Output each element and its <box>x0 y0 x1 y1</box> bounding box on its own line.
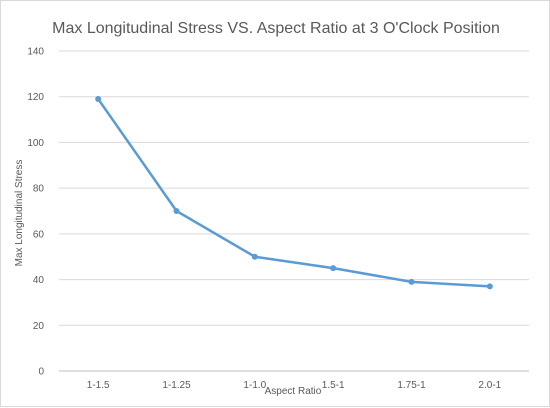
y-tick-label: 120 <box>27 92 44 103</box>
y-tick-label: 20 <box>33 321 45 332</box>
data-point <box>173 208 180 214</box>
x-tick-label: 1-1.0 <box>243 380 266 391</box>
x-tick-label: 1.75-1 <box>397 380 426 391</box>
y-axis-ticks: 0 20 40 60 80 100 120 140 <box>27 47 44 378</box>
chart-title: Max Longitudinal Stress VS. Aspect Ratio… <box>52 20 500 37</box>
x-tick-label: 2.0-1 <box>478 380 501 391</box>
y-tick-label: 40 <box>33 275 45 286</box>
data-point <box>330 265 337 272</box>
y-axis-title: Max Longitudinal Stress <box>14 160 25 267</box>
series-layer <box>95 96 493 290</box>
gridlines <box>59 50 529 372</box>
y-tick-label: 140 <box>27 47 44 58</box>
x-tick-label: 1-1.5 <box>87 380 110 391</box>
y-tick-label: 0 <box>38 367 44 378</box>
y-tick-label: 60 <box>33 229 45 240</box>
y-tick-label: 100 <box>27 138 44 149</box>
data-point <box>251 253 258 260</box>
data-point <box>408 278 415 285</box>
x-tick-label: 1.5-1 <box>322 380 345 391</box>
data-point <box>486 283 493 290</box>
y-tick-label: 80 <box>33 184 45 195</box>
x-axis-title: Aspect Ratio <box>265 386 322 397</box>
series-line <box>97 98 490 288</box>
x-tick-label: 1-1.25 <box>162 380 191 391</box>
x-axis-ticks: 1-1.5 1-1.25 1-1.0 1.5-1 1.75-1 2.0-1 <box>87 380 502 391</box>
data-point <box>95 96 102 102</box>
